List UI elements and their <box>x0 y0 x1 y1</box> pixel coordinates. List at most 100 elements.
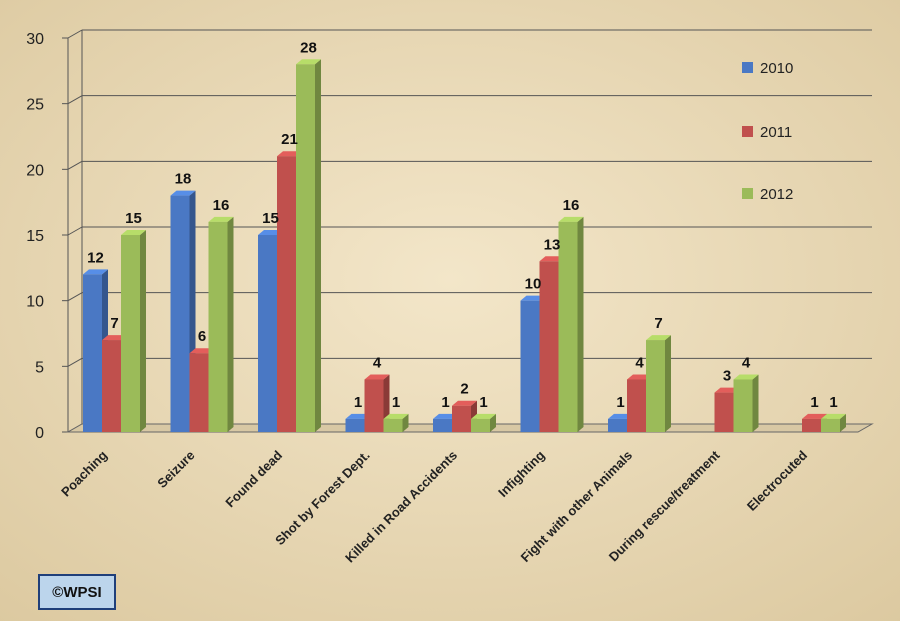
bar <box>345 418 365 432</box>
bar-top <box>608 413 633 419</box>
data-label: 1 <box>392 394 400 411</box>
data-label: 16 <box>563 197 580 214</box>
bar <box>733 379 753 432</box>
legend-swatch <box>742 62 753 73</box>
bar-top <box>627 374 652 380</box>
legend: 2010 2011 2012 <box>742 60 793 203</box>
bar-top <box>471 413 496 419</box>
bar-top <box>364 374 390 380</box>
bar <box>208 221 228 432</box>
bar <box>471 418 490 432</box>
y-tick-label: 30 <box>26 31 44 48</box>
bar-top <box>383 413 409 419</box>
data-label: 4 <box>742 354 751 371</box>
gridline-side <box>67 226 83 236</box>
bar <box>364 379 384 432</box>
bar-top <box>83 269 108 275</box>
bar-top <box>821 413 846 419</box>
bar <box>383 418 403 432</box>
gridline-side <box>67 292 83 302</box>
bar <box>433 418 452 432</box>
y-tick-label: 25 <box>26 97 44 114</box>
data-label: 10 <box>525 276 542 293</box>
bar-side <box>840 413 846 432</box>
bar-top <box>121 230 146 235</box>
y-tick-label: 20 <box>26 162 44 179</box>
bar-top <box>520 295 546 301</box>
data-label: 1 <box>441 394 449 411</box>
data-label: 16 <box>213 197 230 214</box>
bar-top <box>452 400 477 406</box>
data-label: 4 <box>373 354 382 371</box>
gridline-side <box>67 160 83 170</box>
bar <box>627 379 646 432</box>
bar-top <box>714 387 740 393</box>
data-label: 7 <box>654 315 662 332</box>
gridline-side <box>67 357 83 367</box>
bar-top <box>102 335 127 341</box>
bar <box>83 274 102 432</box>
bar <box>714 392 734 432</box>
bar-top <box>646 335 671 341</box>
bar <box>558 221 578 432</box>
y-tick-label: 5 <box>35 359 44 376</box>
bar <box>520 300 540 432</box>
bar-top <box>345 413 371 419</box>
data-label: 18 <box>175 171 192 188</box>
data-label: 28 <box>300 39 317 56</box>
data-label: 2 <box>460 381 468 398</box>
bar <box>277 156 296 432</box>
bar-side <box>577 216 584 432</box>
bar <box>258 235 277 432</box>
bar <box>802 418 821 432</box>
data-label: 15 <box>262 210 279 227</box>
bar-top <box>802 413 827 419</box>
bar-top <box>277 151 302 157</box>
data-label: 1 <box>479 394 487 411</box>
bar-side <box>752 374 759 432</box>
gridline-side <box>67 29 83 39</box>
data-label: 3 <box>723 368 731 385</box>
y-tick-label: 0 <box>35 425 44 442</box>
y-tick-label: 10 <box>26 294 44 311</box>
bar <box>452 405 471 432</box>
data-label: 4 <box>635 354 644 371</box>
bar-side <box>402 413 409 432</box>
bar <box>102 340 121 432</box>
bar-side <box>665 335 671 432</box>
bar <box>539 261 559 432</box>
bar-top <box>433 413 458 419</box>
bar <box>646 340 665 432</box>
gridline-side <box>67 95 83 105</box>
bar-top <box>733 374 759 380</box>
bar-top <box>208 216 234 222</box>
data-label: 1 <box>354 394 362 411</box>
data-label: 21 <box>281 131 298 148</box>
data-label: 15 <box>125 210 142 227</box>
bar <box>608 418 627 432</box>
data-label: 6 <box>198 328 206 345</box>
y-tick-label: 15 <box>26 228 44 245</box>
bar <box>189 353 209 432</box>
legend-label: 2010 <box>760 60 793 77</box>
bar-top <box>189 348 215 354</box>
bar-side <box>227 216 234 432</box>
data-label: 1 <box>616 394 624 411</box>
legend-label: 2012 <box>760 186 793 203</box>
bar-side <box>140 230 146 432</box>
bar-top <box>296 59 321 65</box>
data-label: 1 <box>810 394 818 411</box>
bar <box>821 418 840 432</box>
bar-top <box>258 230 283 235</box>
watermark-badge: ©WPSI <box>38 574 116 610</box>
bar-top <box>539 256 565 262</box>
bar-side <box>490 413 496 432</box>
bar-top <box>558 216 584 222</box>
bar <box>121 235 140 432</box>
bar-side <box>315 59 321 433</box>
bars <box>83 59 846 433</box>
data-label: 1 <box>829 394 837 411</box>
bar-top <box>170 190 196 196</box>
